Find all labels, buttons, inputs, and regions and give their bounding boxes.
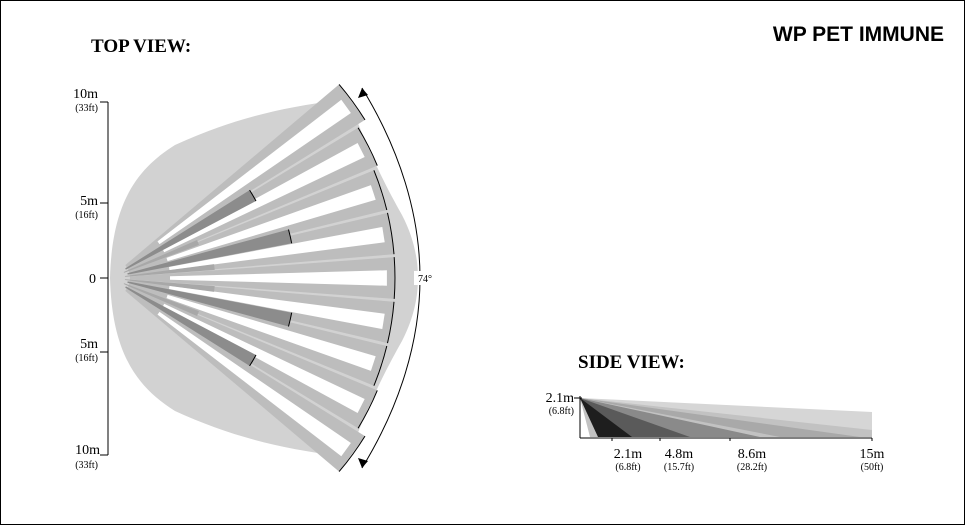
side-distance-28-2ft: (28.2ft) bbox=[737, 462, 767, 473]
long-beam-end-mark bbox=[373, 170, 388, 211]
product-title: WP PET IMMUNE bbox=[773, 23, 944, 46]
angle-label-bg bbox=[414, 271, 438, 285]
scale-label-5m-bottom: 5m bbox=[80, 337, 98, 352]
long-beam-gap bbox=[162, 303, 365, 413]
angle-arrow-top bbox=[358, 88, 368, 98]
long-beam-gap bbox=[162, 143, 365, 253]
long-beam-gap bbox=[169, 227, 385, 271]
angle-label: 74° bbox=[418, 274, 432, 285]
side-distance-2-1m: 2.1m bbox=[614, 447, 643, 462]
side-distance-4-8m: 4.8m bbox=[665, 447, 694, 462]
mid-beam-end-mark bbox=[288, 312, 293, 327]
long-beam-gap bbox=[166, 294, 376, 371]
long-beam-gap bbox=[169, 285, 385, 329]
long-beam bbox=[128, 282, 387, 386]
long-beam-end-mark bbox=[393, 257, 396, 299]
long-beam-end-mark bbox=[357, 127, 378, 166]
mid-beam bbox=[125, 190, 256, 270]
long-beam-gap bbox=[170, 270, 387, 286]
scale-label-5m-top: 5m bbox=[80, 194, 98, 209]
short-beam bbox=[123, 283, 199, 316]
short-beam bbox=[124, 264, 215, 277]
side-distance-15m: 15m bbox=[860, 447, 885, 462]
side-view-pattern bbox=[580, 398, 872, 437]
long-beam-end-mark bbox=[338, 84, 366, 121]
side-distance-8-6m: 8.6m bbox=[738, 447, 767, 462]
long-beam-gap bbox=[157, 311, 351, 457]
long-beam-end-mark bbox=[387, 212, 395, 255]
scale-label-33ft-top: (33ft) bbox=[75, 103, 98, 114]
scale-label-zero: 0 bbox=[89, 272, 96, 287]
top-view-scale: 10m (33ft) 5m (16ft) 0 5m (16ft) 10m (33… bbox=[73, 87, 109, 471]
side-distance-50ft: (50ft) bbox=[861, 462, 884, 473]
short-beam bbox=[123, 240, 199, 273]
scale-label-16ft-top: (16ft) bbox=[75, 210, 98, 221]
long-beam-gap bbox=[157, 99, 351, 245]
long-beam-end-mark bbox=[373, 345, 388, 386]
mid-beam-end-mark bbox=[249, 354, 257, 367]
side-view-axes bbox=[574, 396, 873, 441]
side-height-label-ft: (6.8ft) bbox=[549, 406, 574, 417]
top-view-beam-fan bbox=[123, 84, 396, 472]
long-beam-end-mark bbox=[357, 390, 378, 429]
mid-beam-end-mark bbox=[249, 189, 257, 202]
scale-label-10m-bottom: 10m bbox=[75, 443, 100, 458]
long-beam bbox=[128, 170, 387, 274]
top-view-heading: TOP VIEW: bbox=[91, 36, 191, 57]
angle-arrow-bottom bbox=[358, 458, 368, 468]
scale-label-16ft-bottom: (16ft) bbox=[75, 353, 98, 364]
mid-beam bbox=[125, 286, 256, 366]
side-view-heading: SIDE VIEW: bbox=[578, 352, 685, 373]
long-beam-gap bbox=[166, 185, 376, 262]
side-height-label: 2.1m bbox=[546, 391, 575, 406]
mid-beam bbox=[127, 281, 292, 327]
mid-beam-end-mark bbox=[288, 229, 293, 244]
scale-label-33ft-bottom: (33ft) bbox=[75, 460, 98, 471]
long-beam-end-mark bbox=[387, 301, 395, 344]
long-beam-end-mark bbox=[338, 435, 366, 472]
side-distance-15-7ft: (15.7ft) bbox=[664, 462, 694, 473]
short-beam bbox=[124, 279, 215, 292]
scale-label-10m-top: 10m bbox=[73, 87, 98, 102]
mid-beam bbox=[127, 229, 292, 275]
side-distance-6-8ft: (6.8ft) bbox=[615, 462, 640, 473]
